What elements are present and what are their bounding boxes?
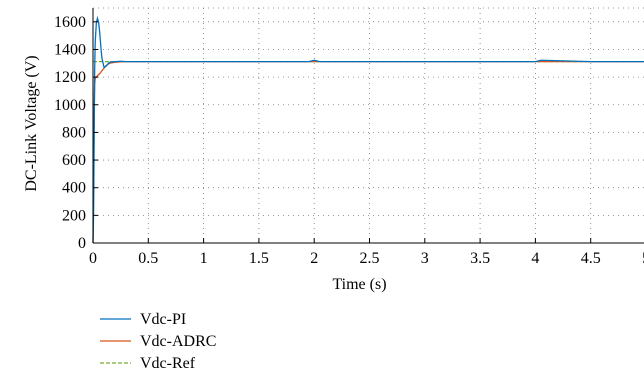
y-tick-label: 1200 bbox=[54, 69, 86, 86]
y-tick-label: 400 bbox=[62, 180, 86, 197]
x-tick-label: 1.5 bbox=[249, 250, 269, 267]
series-line-vdc-adrc bbox=[92, 60, 644, 244]
x-tick-labels: 0 0.5 1 1.5 2 2.5 3 3.5 4 4.5 5 bbox=[89, 250, 644, 267]
series-line-vdc-pi bbox=[92, 15, 644, 244]
axes bbox=[92, 8, 644, 244]
plot-series bbox=[92, 15, 644, 244]
x-tick-label: 4.5 bbox=[581, 250, 601, 267]
y-tick-label: 1400 bbox=[54, 41, 86, 58]
x-tick-label: 2.5 bbox=[360, 250, 380, 267]
x-tick-label: 0 bbox=[89, 250, 97, 267]
legend-label-vdc-pi: Vdc-PI bbox=[140, 311, 186, 328]
x-tick-label: 5 bbox=[642, 250, 644, 267]
y-tick-label: 1000 bbox=[54, 97, 86, 114]
grid bbox=[93, 7, 644, 243]
x-tick-label: 0.5 bbox=[138, 250, 158, 267]
y-tick-label: 600 bbox=[62, 152, 86, 169]
y-tick-label: 0 bbox=[78, 235, 86, 252]
x-tick-label: 4 bbox=[531, 250, 539, 267]
x-tick-label: 1 bbox=[200, 250, 208, 267]
y-tick-label: 200 bbox=[62, 207, 86, 224]
y-axis-title: DC-Link Voltage (V) bbox=[23, 55, 40, 191]
x-tick-label: 3 bbox=[421, 250, 429, 267]
legend-label-vdc-ref: Vdc-Ref bbox=[140, 355, 196, 372]
legend: Vdc-PI Vdc-ADRC Vdc-Ref bbox=[100, 311, 216, 372]
y-tick-labels: 0 200 400 600 800 1000 1200 1400 1600 bbox=[54, 14, 86, 252]
y-tick-label: 1600 bbox=[54, 14, 86, 31]
x-tick-label: 3.5 bbox=[470, 250, 490, 267]
x-axis-title: Time (s) bbox=[332, 276, 386, 293]
y-tick-label: 800 bbox=[62, 124, 86, 141]
x-tick-label: 2 bbox=[310, 250, 318, 267]
legend-label-vdc-adrc: Vdc-ADRC bbox=[140, 333, 216, 350]
